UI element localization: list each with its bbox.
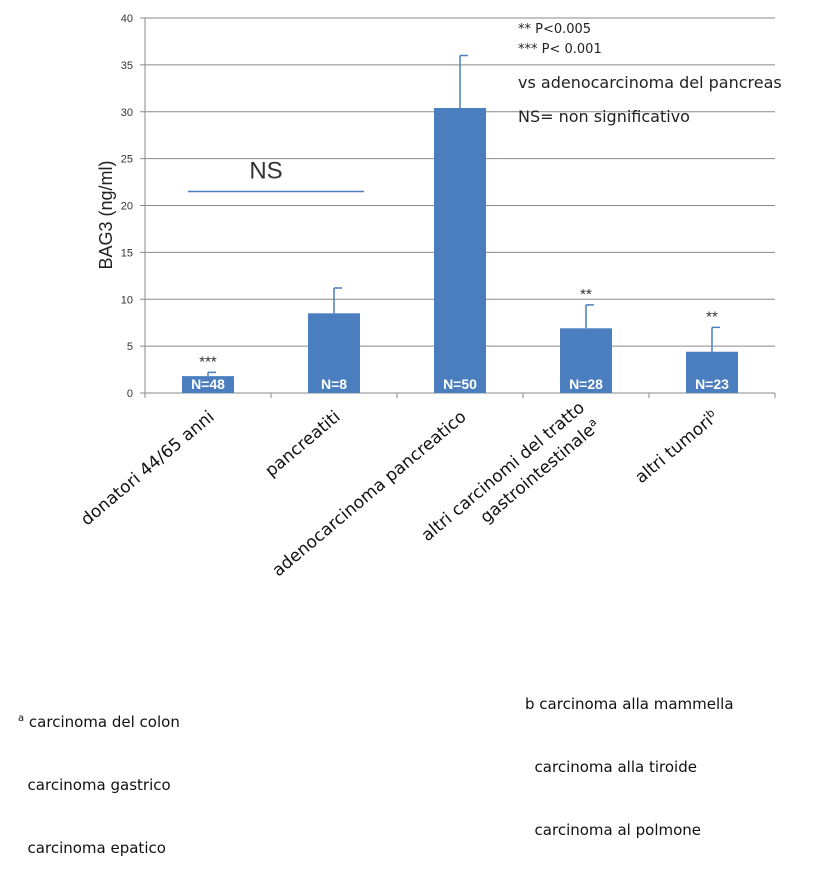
legend-line-vs: vs adenocarcinoma del pancreas (518, 73, 782, 92)
x-tick-labels: donatori 44/65 anni pancreatitiadenocarci… (77, 398, 722, 581)
n-label: N=50 (443, 376, 477, 392)
significance-label: ** (580, 286, 592, 303)
bar (686, 351, 738, 393)
footnote-a-marker: a (18, 713, 25, 724)
y-tick-label: 40 (121, 13, 133, 25)
bar-chart: 0 5 10 15 20 25 30 35 40 N=48 *** N=8 N=50 N=28 ** N=2… (77, 13, 776, 581)
bar (560, 328, 612, 393)
significance-legend: ** P<0.005 *** P< 0.001 vs adenocarcinom… (518, 20, 782, 130)
x-tick-label-group: pancreatiti (261, 407, 344, 481)
bar (308, 313, 360, 393)
y-axis: 0 5 10 15 20 25 30 35 40 (121, 13, 776, 400)
n-label: N=23 (695, 376, 729, 392)
footnote-a-line: carcinoma gastrico (27, 776, 171, 794)
y-tick-label: 30 (121, 107, 133, 119)
significance-label: ** (706, 308, 718, 325)
bar (182, 376, 234, 393)
significance-label: *** (199, 353, 217, 370)
y-tick-label: 15 (121, 247, 133, 259)
footnote-a-line: carcinoma epatico (27, 839, 166, 857)
bar (434, 108, 486, 393)
x-tick-label-superscript: b (703, 406, 717, 420)
x-tick-label: adenocarcinoma pancreatico (269, 407, 471, 581)
n-label: N=8 (321, 376, 347, 392)
ns-bracket-label: NS (249, 157, 282, 184)
footnote-a: a carcinoma del colon carcinoma gastrico… (18, 666, 180, 880)
footnote-b-line: b carcinoma alla mammella (525, 695, 734, 713)
y-tick-label: 20 (121, 201, 133, 213)
x-tick-label: altri tumorib (630, 406, 722, 488)
legend-line-p005: ** P<0.005 (518, 22, 592, 37)
n-label: N=48 (191, 376, 225, 392)
bars: N=48 *** N=8 N=50 N=28 ** N=23 ** NS (182, 54, 738, 393)
x-tick-label-superscript: a (585, 415, 599, 429)
x-tick-label: donatori 44/65 anni (77, 407, 218, 530)
y-tick-label: 5 (127, 341, 133, 353)
legend-line-ns: NS= non significativo (518, 107, 690, 126)
x-tick-label-group: donatori 44/65 anni (77, 407, 218, 530)
y-tick-label: 0 (127, 388, 133, 400)
footnote-b-line: carcinoma al polmone (534, 821, 702, 839)
x-tick-label-group: altri tumorib (630, 406, 722, 488)
legend-line-p001: *** P< 0.001 (518, 42, 602, 57)
footnote-b: b carcinoma alla mammella carcinoma alla… (525, 652, 734, 862)
y-tick-label: 35 (121, 60, 133, 72)
x-tick-label-group: adenocarcinoma pancreatico (269, 407, 471, 581)
y-axis-label: BAG3 (ng/ml) (96, 160, 116, 269)
footnote-b-line: carcinoma alla tiroide (534, 758, 697, 776)
footnote-a-line: carcinoma del colon (28, 713, 180, 731)
x-tick-label: pancreatiti (261, 407, 344, 481)
y-tick-label: 10 (121, 294, 133, 306)
n-label: N=28 (569, 376, 603, 392)
y-tick-label: 25 (121, 154, 133, 166)
